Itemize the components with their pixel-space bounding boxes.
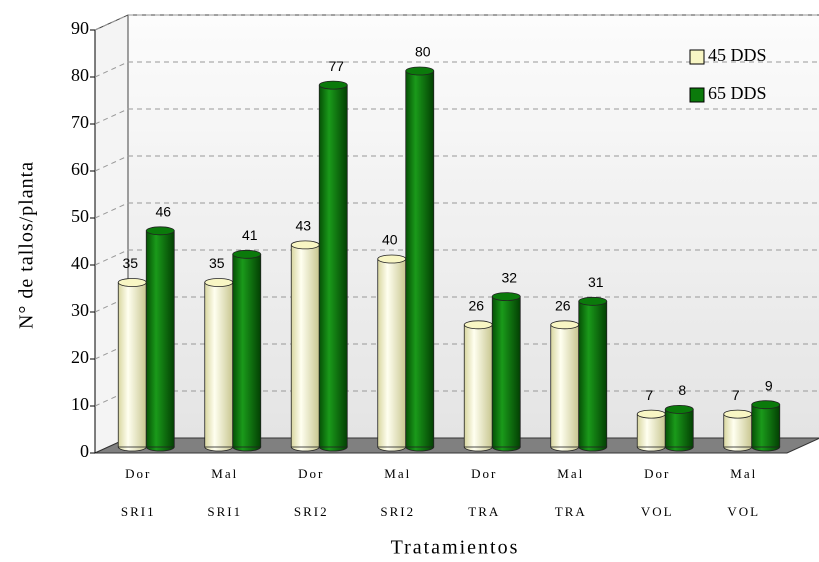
bar-top [463, 320, 493, 330]
bar-top [117, 278, 147, 287]
y-tick-label: 40 [71, 253, 89, 273]
bar [550, 324, 580, 448]
x-tick-label: Mal [211, 466, 238, 481]
data-label: 40 [382, 232, 398, 248]
y-tick-label: 90 [71, 18, 89, 38]
y-tick-label: 10 [71, 394, 89, 414]
bar-top [377, 254, 407, 264]
bar-top [636, 409, 666, 419]
grid-line [94, 14, 129, 31]
bar-top [232, 249, 262, 259]
y-axis-title: N° de tallos/planta [16, 161, 38, 329]
data-label: 46 [155, 204, 171, 220]
bar-top [405, 66, 435, 76]
x-tick-label: Dor [298, 466, 324, 481]
bar [204, 282, 234, 448]
data-label: 9 [765, 377, 773, 393]
bar [664, 408, 694, 448]
y-tick-label: 60 [71, 159, 89, 179]
bar [405, 70, 435, 448]
bar-top [664, 404, 694, 414]
grid-line [94, 249, 129, 266]
x-tick-label: VOL [641, 504, 674, 519]
bar [723, 413, 753, 448]
data-label: 43 [295, 218, 311, 234]
legend-swatch [689, 87, 705, 103]
x-tick-label: TRA [555, 504, 587, 519]
grid-line [94, 108, 129, 125]
x-tick-label: Mal [557, 466, 584, 481]
bar-top [578, 296, 608, 306]
x-tick-label: Dor [125, 466, 151, 481]
bar [377, 258, 407, 448]
data-label: 77 [328, 58, 344, 74]
grid-line [94, 202, 129, 219]
data-label: 7 [645, 387, 653, 403]
y-tick-label: 0 [80, 441, 89, 461]
y-tick-label: 80 [71, 65, 89, 85]
data-label: 35 [209, 255, 225, 271]
legend-label: 65 DDS [708, 83, 767, 103]
bar [318, 84, 348, 448]
data-label: 26 [555, 298, 571, 314]
bar [145, 230, 175, 448]
x-tick-label: SRI1 [121, 504, 156, 519]
bar [117, 282, 147, 448]
bar-top [318, 80, 348, 90]
grid-line [94, 61, 129, 78]
bar-top [550, 320, 580, 330]
y-tick-label: 20 [71, 347, 89, 367]
bar-top [290, 240, 320, 250]
bar-top [204, 278, 234, 287]
y-tick-label: 70 [71, 112, 89, 132]
legend-swatch [689, 49, 705, 65]
x-tick-label: SRI2 [294, 504, 329, 519]
bar [751, 404, 781, 448]
x-tick-label: SRI1 [207, 504, 242, 519]
x-tick-label: VOL [727, 504, 760, 519]
x-tick-label: SRI2 [380, 504, 415, 519]
bar-top [145, 226, 175, 236]
data-label: 31 [588, 274, 604, 290]
data-label: 8 [678, 382, 686, 398]
x-tick-label: Dor [644, 466, 670, 481]
x-tick-label: Mal [730, 466, 757, 481]
data-label: 41 [242, 227, 258, 243]
y-tick-label: 30 [71, 300, 89, 320]
data-label: 32 [501, 269, 517, 285]
bar [463, 324, 493, 448]
x-axis-title: Tratamientos [391, 537, 520, 559]
x-tick-label: Mal [384, 466, 411, 481]
data-label: 26 [468, 298, 484, 314]
bar-top [491, 292, 521, 302]
data-label: 80 [415, 44, 431, 60]
bar [578, 300, 608, 448]
x-tick-label: Dor [471, 466, 497, 481]
x-tick-label: TRA [468, 504, 500, 519]
legend-label: 45 DDS [708, 45, 767, 65]
y-tick-label: 50 [71, 206, 89, 226]
floor [94, 437, 819, 454]
bar-top [751, 400, 781, 410]
data-label: 7 [732, 387, 740, 403]
grid-line [94, 155, 129, 172]
data-label: 35 [122, 255, 138, 271]
bar [491, 296, 521, 448]
bar [636, 413, 666, 448]
bar-top [723, 409, 753, 419]
bar [232, 253, 262, 448]
bar [290, 244, 320, 448]
